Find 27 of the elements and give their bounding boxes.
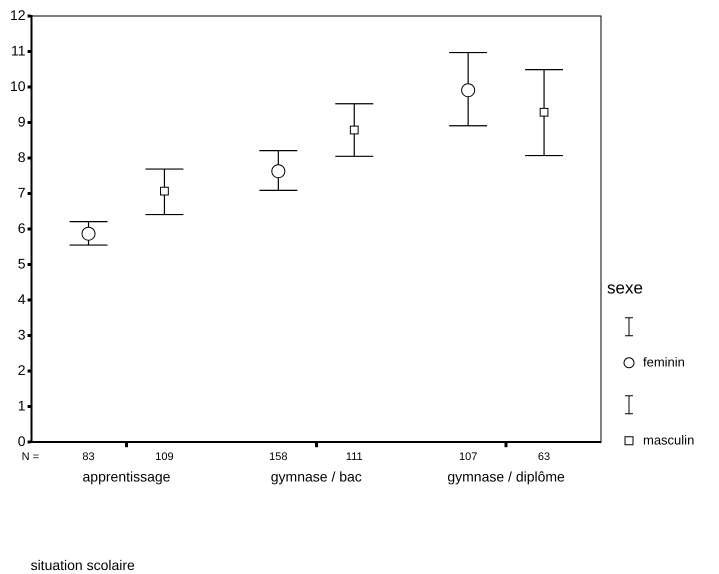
text: 111 <box>346 451 363 464</box>
text: N = <box>22 451 40 464</box>
y-tick-label: 8 <box>18 148 26 165</box>
y-tick-label: 5 <box>18 255 26 272</box>
x-tick-label: apprentissage <box>82 468 171 484</box>
text: 158 <box>269 451 288 464</box>
y-tick-label: 11 <box>11 42 26 58</box>
y-tick-label: 3 <box>18 326 26 343</box>
legend-label: feminin <box>643 354 685 370</box>
text: 63 <box>538 451 550 464</box>
y-tick-label: 2 <box>18 362 26 378</box>
text: situation scolaire <box>30 556 136 573</box>
legend-label: masculin <box>643 432 694 448</box>
x-tick-label: gymnase / diplôme <box>447 468 566 484</box>
y-tick-label: 4 <box>18 290 26 307</box>
y-tick-label: 7 <box>18 184 26 200</box>
text: 107 <box>458 451 478 464</box>
y-tick-label: 0 <box>18 433 26 450</box>
y-tick-label: 1 <box>18 398 26 414</box>
x-tick-label: gymnase / bac <box>270 468 362 484</box>
legend-title: sexe <box>607 278 643 298</box>
y-tick-label: 6 <box>18 220 26 236</box>
text: 83 <box>82 451 95 464</box>
y-tick-label: 12 <box>10 6 26 23</box>
y-tick-label: 9 <box>18 113 26 130</box>
y-tick-label: 10 <box>10 78 26 94</box>
text: 109 <box>155 451 174 464</box>
